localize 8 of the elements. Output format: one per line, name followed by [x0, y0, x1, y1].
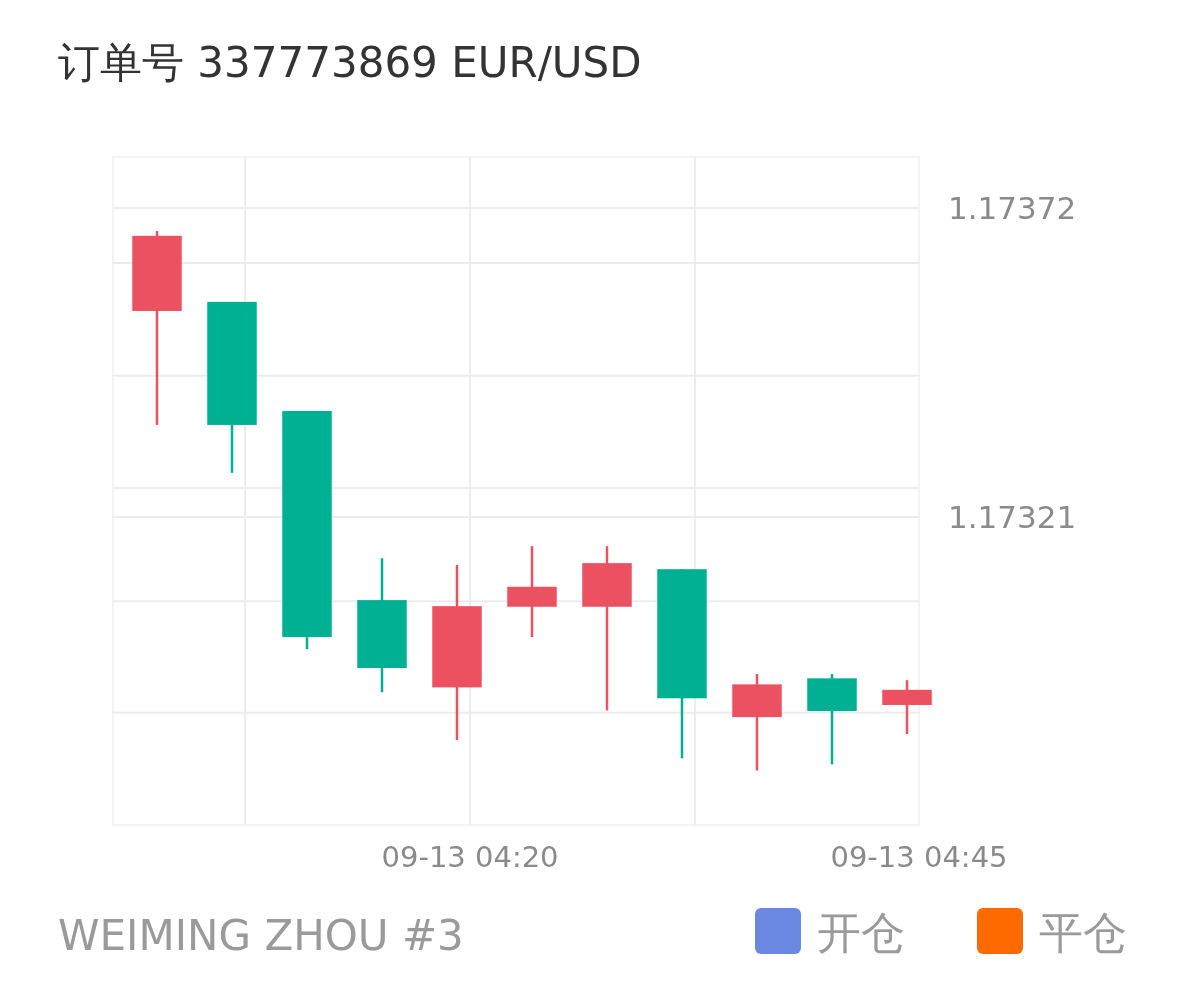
legend-label: 开仓	[817, 906, 905, 958]
text: 09-13 04:45	[830, 840, 1008, 874]
text: WEIMING ZHOU #3	[58, 911, 464, 960]
legend-label: 平仓	[1039, 906, 1127, 958]
y-tick-label: 1.17372	[948, 189, 1077, 226]
y-tick-label: 1.17321	[948, 499, 1077, 536]
chart-title: 订单号 337773869 EUR/USD	[58, 38, 642, 87]
text: 09-13 04:20	[381, 840, 559, 874]
